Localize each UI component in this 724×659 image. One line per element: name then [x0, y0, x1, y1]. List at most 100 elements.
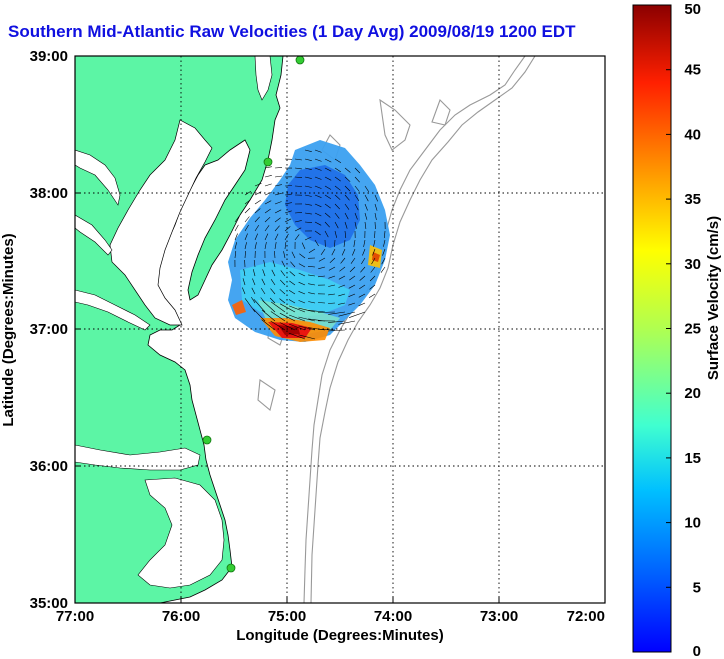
velocity-vector — [288, 314, 306, 322]
x-tick-label: 73:00 — [480, 608, 518, 625]
radar-station — [226, 563, 236, 573]
velocity-vector — [362, 248, 366, 256]
x-tick-label: 77:00 — [56, 608, 94, 625]
velocity-vector — [334, 194, 341, 200]
velocity-vector — [363, 239, 366, 247]
velocity-vector — [304, 176, 312, 179]
velocity-vector — [284, 185, 293, 187]
velocity-vector — [338, 320, 356, 325]
velocity-vector — [251, 287, 256, 295]
velocity-vector — [298, 263, 306, 268]
colorbar-tick-label: 45 — [684, 62, 701, 79]
velocity-vector — [304, 203, 312, 206]
velocity-vector — [354, 194, 360, 201]
velocity-vector — [294, 234, 300, 241]
velocity-vector — [304, 194, 312, 197]
velocity-vector — [314, 194, 322, 198]
velocity-vector — [298, 307, 316, 313]
velocity-vector — [364, 212, 368, 220]
y-tick-labels: 39:00 38:00 37:00 36:00 35:00 — [30, 48, 68, 612]
x-axis-label: Longitude (Degrees:Minutes) — [236, 627, 444, 644]
velocity-vector — [374, 203, 378, 211]
velocity-vector — [368, 293, 376, 299]
velocity-vector — [281, 260, 286, 268]
colorbar-ticks: 0 5 10 15 20 25 30 35 40 45 50 — [666, 1, 701, 659]
velocity-vector — [354, 167, 361, 174]
velocity-vector — [294, 227, 302, 232]
velocity-vector — [340, 257, 346, 264]
velocity-vector — [334, 176, 341, 182]
velocity-vector — [254, 191, 262, 196]
velocity-vector — [289, 271, 296, 277]
velocity-vector — [254, 199, 261, 205]
velocity-vector — [304, 236, 312, 241]
velocity-vector — [269, 297, 276, 304]
velocity-vector — [334, 230, 337, 238]
velocity-vector — [334, 239, 336, 248]
x-tick-label: 75:00 — [268, 608, 306, 625]
velocity-vector — [298, 334, 316, 340]
velocity-vector — [264, 225, 270, 232]
velocity-vector — [324, 185, 332, 190]
velocity-vector — [274, 175, 282, 178]
y-tick-label: 39:00 — [30, 48, 68, 65]
velocity-vector — [280, 270, 286, 277]
velocity-vector — [270, 279, 276, 286]
velocity-vector — [298, 272, 306, 277]
velocity-vector — [334, 158, 342, 163]
velocity-vector — [288, 332, 306, 340]
velocity-vector — [308, 283, 316, 286]
velocity-vector — [317, 329, 336, 331]
velocity-vector — [254, 242, 257, 250]
velocity-vector — [234, 216, 240, 223]
colorbar-tick-label: 50 — [684, 1, 701, 18]
velocity-vector — [264, 166, 272, 169]
velocity-vector — [294, 167, 302, 170]
x-tick-labels: 77:00 76:00 75:00 74:00 73:00 72:00 — [56, 608, 605, 625]
rappahannock-river — [75, 214, 113, 256]
velocity-vector — [264, 233, 269, 241]
velocity-vector — [308, 301, 316, 304]
velocity-vector — [338, 293, 346, 297]
velocity-vector — [244, 216, 250, 223]
velocity-vector — [324, 230, 329, 238]
velocity-vector — [252, 278, 256, 286]
velocity-vector — [314, 149, 322, 153]
velocity-vector — [244, 207, 251, 214]
velocity-vector — [274, 250, 276, 259]
velocity-vector — [288, 305, 306, 313]
colorbar-label: Surface Velocity (cm/s) — [705, 216, 722, 380]
velocity-vector — [284, 210, 292, 214]
velocity-vector — [254, 216, 260, 223]
velocity-vector — [252, 269, 256, 277]
velocity-vector — [364, 185, 370, 193]
x-tick-label: 76:00 — [162, 608, 200, 625]
velocity-vector — [344, 230, 347, 239]
radar-station — [295, 55, 305, 65]
velocity-vector — [328, 284, 336, 287]
velocity-vector — [338, 302, 346, 305]
velocity-vector — [372, 248, 376, 256]
colorbar — [632, 4, 672, 653]
colorbar-tick-label: 20 — [684, 385, 701, 402]
velocity-vector — [318, 257, 326, 262]
velocity-vector — [317, 311, 336, 313]
velocity-vector — [242, 287, 246, 295]
velocity-vector — [328, 293, 336, 296]
velocity-vector — [294, 185, 303, 187]
colorbar-tick-label: 10 — [684, 515, 701, 532]
velocity-vector — [314, 176, 322, 180]
velocity-vector — [264, 216, 271, 223]
velocity-vector — [298, 281, 306, 286]
velocity-vector — [261, 309, 276, 322]
velocity-vector — [244, 199, 251, 205]
velocity-vector — [304, 167, 312, 170]
radar-stations — [202, 55, 305, 573]
velocity-vector — [308, 248, 316, 253]
velocity-vector — [348, 311, 366, 318]
colorbar-tick-label: 0 — [693, 643, 701, 659]
velocity-vector — [264, 192, 272, 196]
velocity-vector — [352, 248, 356, 256]
velocity-vector — [370, 266, 376, 273]
velocity-vector — [304, 158, 312, 161]
